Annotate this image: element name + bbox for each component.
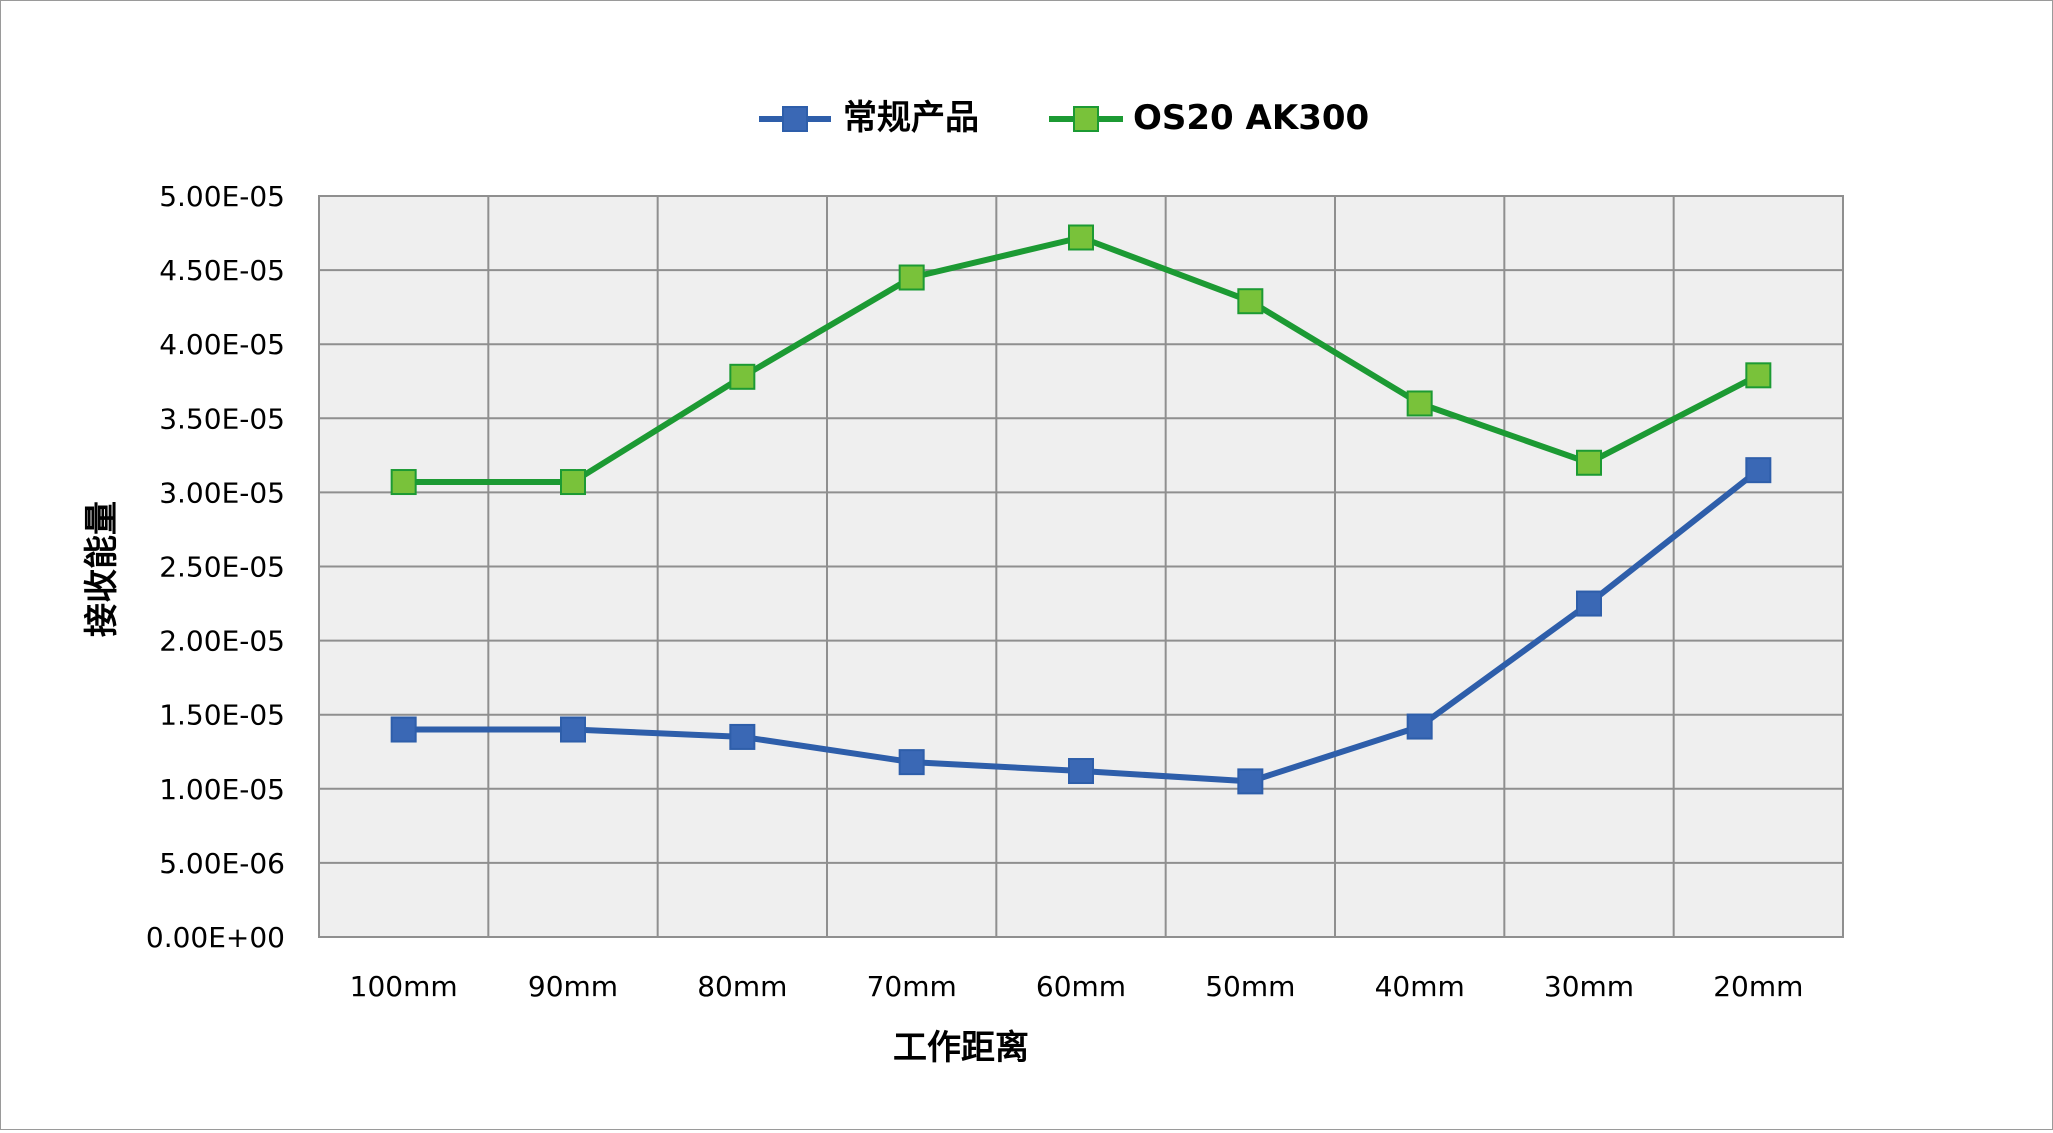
y-tick-label: 3.50E-05 [159,402,285,435]
data-point-series-2 [1237,288,1264,315]
data-point-series-2 [560,469,586,496]
legend-item-series-1: 常规产品 [759,98,979,138]
data-point-series-2 [1745,362,1772,389]
y-tick-label: 2.00E-05 [159,625,285,658]
legend-marker-series-1 [782,106,808,132]
data-point-series-2 [1576,449,1602,476]
x-tick-label: 80mm [697,970,787,1003]
data-point-series-1 [1406,713,1433,740]
legend: 常规产品 OS20 AK300 [759,98,1369,138]
data-point-series-2 [729,363,756,390]
data-point-series-1 [1068,758,1094,785]
data-point-series-2 [390,469,417,496]
x-axis-title: 工作距离 [893,1028,1029,1068]
y-tick-label: 4.00E-05 [159,328,285,361]
data-point-series-1 [560,716,586,743]
data-point-series-1 [729,723,756,750]
data-point-series-2 [1406,390,1433,417]
x-tick-label: 50mm [1205,970,1295,1003]
x-tick-label: 100mm [350,970,458,1003]
data-point-series-2 [898,264,925,291]
x-tick-label: 30mm [1544,970,1634,1003]
x-tick-label: 40mm [1375,970,1465,1003]
x-axis-tick-labels: 100mm 90mm 80mm 70mm 60mm 50mm 40mm 30mm 20mm [350,970,1804,1003]
series-markers [390,224,1772,795]
x-tick-label: 60mm [1036,970,1126,1003]
data-point-series-2 [1068,224,1094,251]
y-tick-label: 1.50E-05 [159,699,285,732]
x-tick-label: 20mm [1713,970,1803,1003]
y-tick-label: 3.00E-05 [159,476,285,509]
x-tick-label: 90mm [528,970,618,1003]
data-point-series-1 [1237,768,1264,795]
legend-marker-series-2 [1073,106,1099,132]
data-point-series-1 [1576,590,1602,617]
x-tick-label: 70mm [867,970,957,1003]
y-tick-label: 4.50E-05 [159,254,285,287]
y-tick-label: 5.00E-05 [159,180,285,213]
y-axis-tick-labels: 0.00E+00 5.00E-06 1.00E-05 1.50E-05 2.00E-05… [146,180,285,954]
y-tick-label: 5.00E-06 [159,847,285,880]
y-tick-label: 2.50E-05 [159,551,285,584]
legend-label-series-1: 常规产品 [843,98,979,138]
data-point-series-1 [898,749,925,776]
gridlines [319,196,1843,937]
y-tick-label: 0.00E+00 [146,921,285,954]
y-tick-label: 1.00E-05 [159,773,285,806]
y-axis-title: 接收能量 [82,501,122,637]
legend-item-series-2: OS20 AK300 [1049,98,1369,138]
data-point-series-1 [1745,457,1772,484]
data-point-series-1 [390,716,417,743]
legend-label-series-2: OS20 AK300 [1133,98,1369,138]
